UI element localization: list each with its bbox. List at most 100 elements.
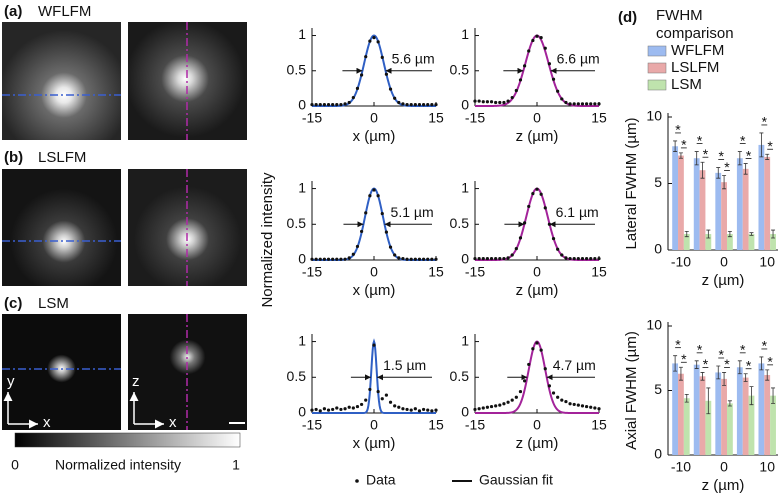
data-point: [523, 379, 527, 383]
error-bar: [716, 365, 721, 380]
data-point: [589, 256, 593, 261]
bar: [693, 364, 700, 455]
fwhm-label: 4.7 µm: [553, 357, 596, 373]
data-point: [506, 99, 510, 103]
y-tick-label: 1: [461, 332, 469, 348]
data-point: [331, 102, 335, 107]
data-point: [393, 253, 397, 257]
y-tick-label: 0.5: [450, 368, 470, 384]
axis-letter: y: [7, 373, 15, 390]
y-tick-label: 0: [298, 251, 306, 267]
data-point: [355, 244, 360, 249]
significance-mark: *: [746, 357, 752, 373]
y-tick-label: 0: [298, 404, 306, 420]
y-tick-label: 0.5: [450, 215, 470, 231]
data-point: [477, 99, 481, 103]
x-axis-label: x (µm): [353, 435, 396, 452]
legend-dot: [355, 479, 359, 483]
data-point: [380, 397, 384, 401]
y-tick-label: 0: [654, 446, 662, 462]
data-point: [589, 405, 593, 409]
y-tick-label: 1: [298, 26, 306, 42]
data-point: [314, 257, 318, 261]
data-point: [560, 253, 564, 257]
x-tick-label: 0: [370, 264, 378, 280]
data-point: [523, 64, 527, 68]
data-point: [331, 257, 335, 261]
bar: [748, 395, 755, 455]
gaussian-fit: [312, 338, 436, 414]
data-point: [572, 256, 576, 261]
data-point: [331, 407, 335, 412]
bar: [705, 234, 712, 250]
legend-label: WFLFM: [671, 42, 724, 59]
data-point: [531, 38, 535, 43]
data-point: [539, 192, 543, 196]
data-point: [376, 389, 380, 394]
data-point: [372, 36, 376, 40]
bar: [678, 155, 684, 250]
bar: [715, 172, 722, 250]
significance-mark: *: [724, 159, 730, 175]
colorbar-title: Normalized intensity: [55, 457, 181, 473]
panel-name: LSLFM: [38, 149, 86, 166]
y-tick-label: 0: [461, 97, 469, 113]
data-point: [498, 256, 502, 261]
data-point: [310, 408, 314, 412]
data-point: [388, 245, 393, 249]
data-point: [397, 405, 401, 409]
data-point: [384, 230, 388, 234]
data-point: [310, 257, 314, 261]
legend-swatch: [647, 45, 667, 57]
data-point: [347, 100, 351, 105]
data-point: [502, 100, 506, 105]
data-point: [376, 40, 380, 44]
data-point: [417, 102, 422, 107]
data-point: [351, 95, 355, 100]
data-point: [401, 256, 405, 261]
data-point: [397, 100, 401, 105]
significance-mark: *: [762, 114, 768, 130]
bar: [770, 234, 776, 250]
x-axis-label: x (µm): [353, 282, 396, 299]
y-tick-label: 0: [461, 404, 469, 420]
data-point: [543, 206, 547, 210]
data-point: [314, 407, 318, 412]
y-tick-label: 1: [461, 26, 469, 42]
x-tick-label: -15: [302, 264, 322, 280]
x-tick-label: 0: [533, 110, 541, 126]
data-point: [393, 404, 397, 408]
data-point: [580, 256, 585, 261]
data-point: [580, 102, 585, 106]
bar: [678, 373, 684, 455]
data-point: [593, 256, 597, 261]
bar: [721, 182, 727, 250]
bar: [726, 403, 733, 455]
error-bar: [678, 366, 683, 381]
data-point: [364, 211, 368, 215]
data-point: [564, 256, 568, 260]
error-bar: [700, 372, 705, 381]
data-point: [485, 256, 489, 261]
data-point: [535, 34, 539, 38]
panel-title: FWHM: [656, 7, 703, 24]
significance-mark: *: [718, 148, 724, 164]
data-point: [364, 398, 368, 402]
significance-mark: *: [697, 342, 703, 358]
data-point: [535, 187, 539, 191]
error-bar: [673, 355, 678, 372]
data-point: [597, 407, 601, 411]
significance-mark: *: [703, 356, 709, 372]
x-tick-label: 15: [428, 110, 444, 126]
data-point: [551, 236, 556, 241]
data-point: [481, 100, 485, 104]
data-point: [531, 347, 535, 351]
data-point: [417, 257, 422, 261]
data-point: [506, 256, 510, 260]
data-point: [547, 384, 552, 388]
x-tick-label: 15: [428, 417, 444, 433]
significance-mark: *: [767, 138, 773, 154]
panel-name: WFLFM: [38, 3, 91, 20]
x-tick-label: -10: [671, 459, 691, 475]
